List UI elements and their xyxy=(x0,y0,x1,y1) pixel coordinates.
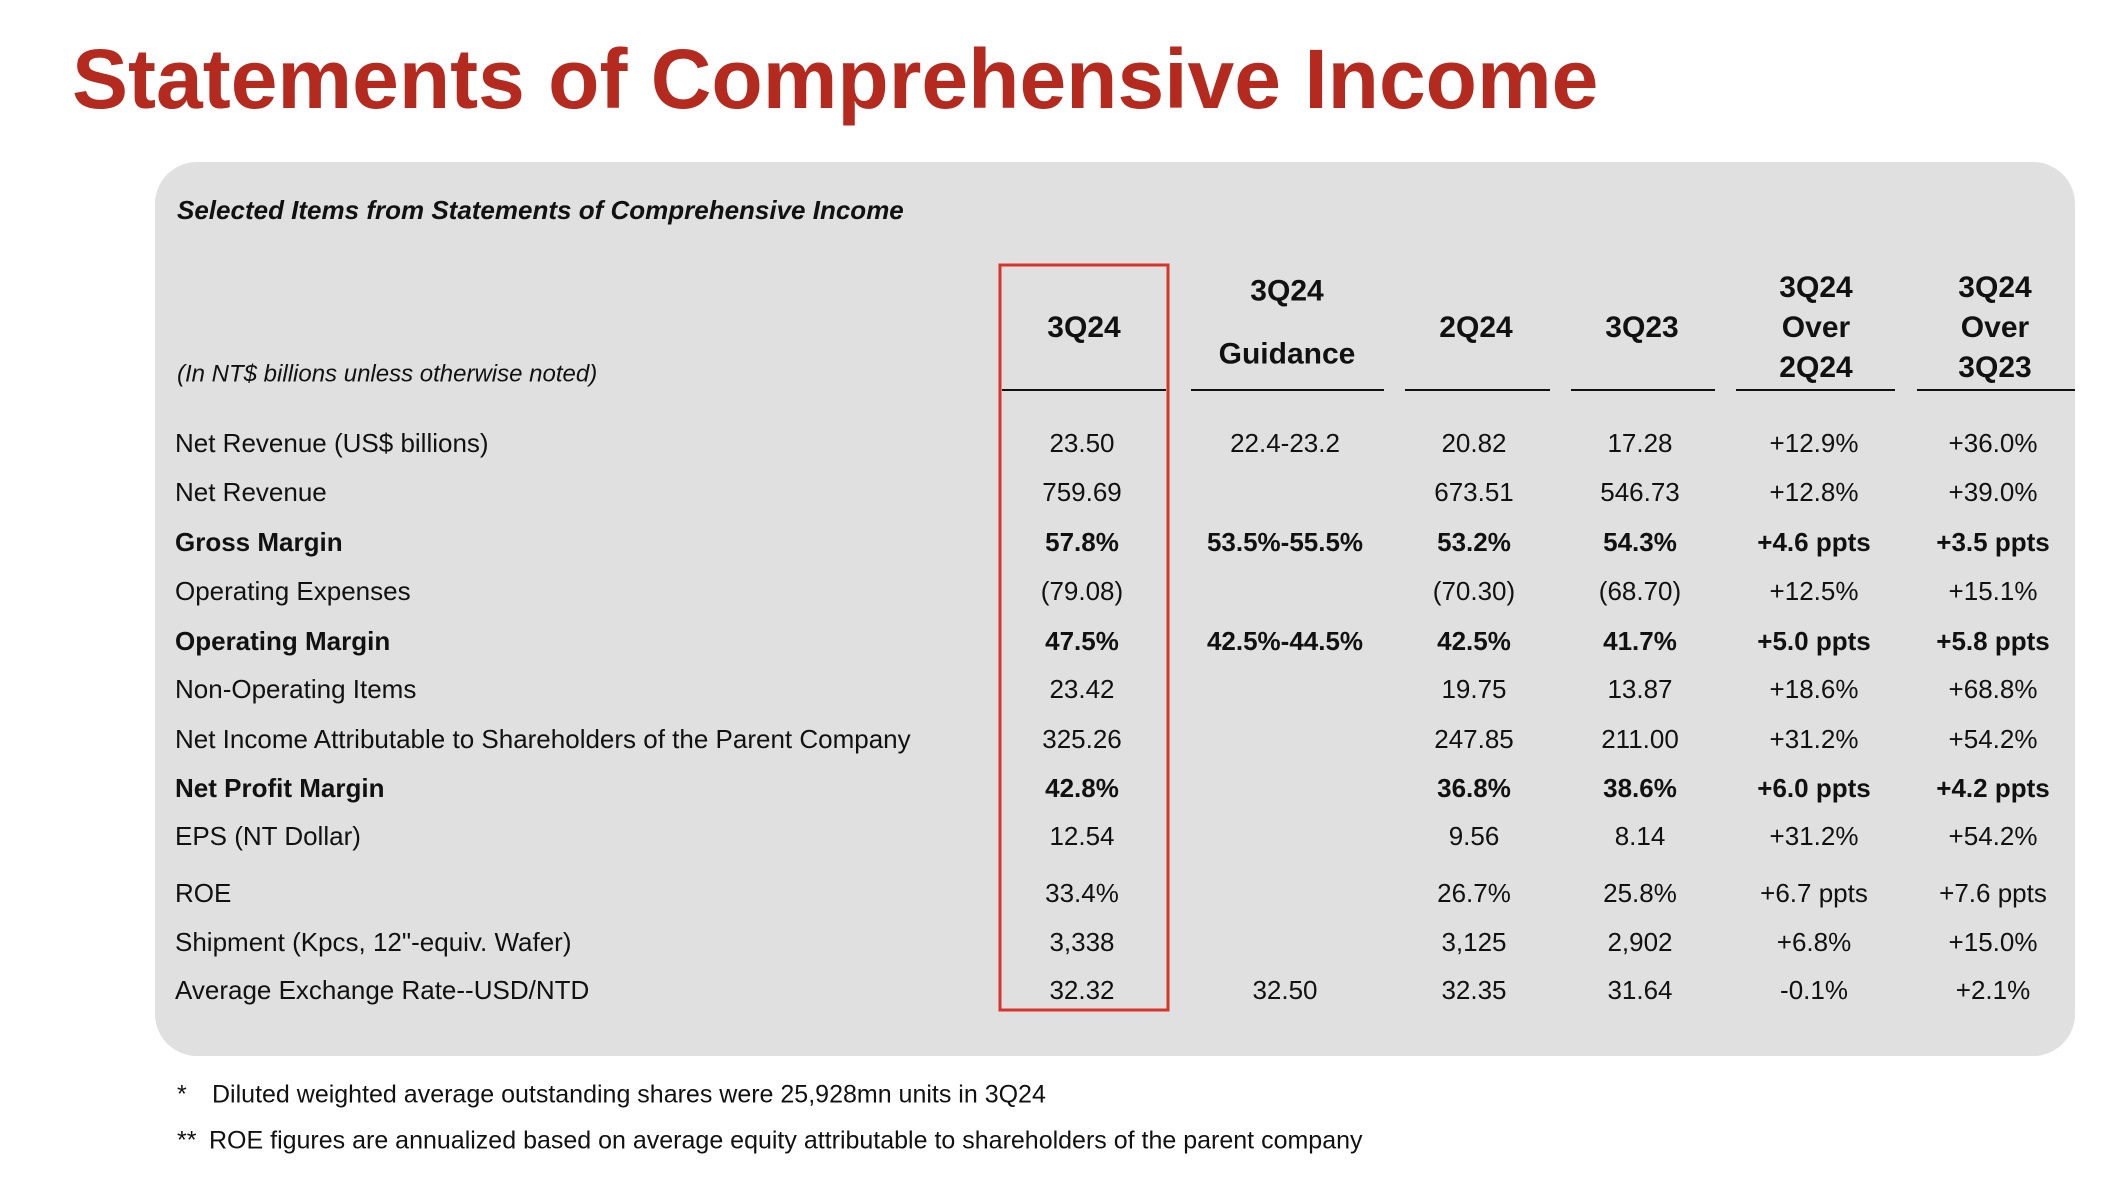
cell: 32.50 xyxy=(1252,975,1317,1005)
cell: +5.8 ppts xyxy=(1936,626,2049,656)
footnote-marker: * xyxy=(177,1081,187,1109)
cell: +18.6% xyxy=(1770,674,1859,704)
cell: 57.8% xyxy=(1045,527,1119,557)
table-panel xyxy=(155,162,2075,1056)
row-label: Operating Expenses xyxy=(175,576,411,606)
cell: +15.1% xyxy=(1949,576,2038,606)
cell: 13.87 xyxy=(1607,674,1672,704)
row-label: Net Profit Margin xyxy=(175,773,384,803)
cell: 247.85 xyxy=(1434,724,1514,754)
cell: +54.2% xyxy=(1949,821,2038,851)
cell: 12.54 xyxy=(1049,821,1114,851)
footnote-text: ROE figures are annualized based on aver… xyxy=(209,1127,1363,1155)
footnote-marker: ** xyxy=(177,1127,197,1155)
cell: (68.70) xyxy=(1599,576,1681,606)
row-label: Operating Margin xyxy=(175,626,390,656)
unit-note: (In NT$ billions unless otherwise noted) xyxy=(177,360,597,387)
row-label: Shipment (Kpcs, 12"-equiv. Wafer) xyxy=(175,927,572,957)
row-label: Net Income Attributable to Shareholders … xyxy=(175,724,911,754)
row-label: Gross Margin xyxy=(175,527,343,557)
cell: 32.35 xyxy=(1441,975,1506,1005)
cell: +15.0% xyxy=(1949,927,2038,957)
cell: +4.6 ppts xyxy=(1757,527,1870,557)
cell: 38.6% xyxy=(1603,773,1677,803)
cell: 19.75 xyxy=(1441,674,1506,704)
cell: 211.00 xyxy=(1601,724,1679,754)
column-header: 3Q23 xyxy=(1605,311,1678,344)
column-header: Guidance xyxy=(1219,337,1356,370)
row-label: Net Revenue xyxy=(175,477,327,507)
column-header: Over xyxy=(1782,311,1851,344)
cell: 26.7% xyxy=(1437,878,1511,908)
column-header: Over xyxy=(1961,311,2030,344)
cell: +6.8% xyxy=(1777,927,1851,957)
cell: 9.56 xyxy=(1449,821,1500,851)
cell: +2.1% xyxy=(1956,975,2030,1005)
row-label: EPS (NT Dollar) xyxy=(175,821,361,851)
cell: 23.50 xyxy=(1049,428,1114,458)
cell: -0.1% xyxy=(1780,975,1848,1005)
cell: 3,125 xyxy=(1441,927,1506,957)
cell: +12.8% xyxy=(1770,477,1859,507)
cell: +6.0 ppts xyxy=(1757,773,1870,803)
cell: +36.0% xyxy=(1949,428,2038,458)
column-header: 3Q23 xyxy=(1958,351,2031,384)
cell: 17.28 xyxy=(1607,428,1672,458)
cell: +6.7 ppts xyxy=(1760,878,1868,908)
cell: 31.64 xyxy=(1607,975,1672,1005)
column-header: 2Q24 xyxy=(1779,351,1853,384)
cell: 53.2% xyxy=(1437,527,1511,557)
cell: +31.2% xyxy=(1770,821,1859,851)
cell: 36.8% xyxy=(1437,773,1511,803)
highlight-box xyxy=(998,263,1170,1012)
cell: +3.5 ppts xyxy=(1936,527,2049,557)
cell: 546.73 xyxy=(1600,477,1680,507)
cell: 22.4-23.2 xyxy=(1230,428,1340,458)
cell: 2,902 xyxy=(1607,927,1672,957)
row-label: Average Exchange Rate--USD/NTD xyxy=(175,975,589,1005)
cell: 42.5% xyxy=(1437,626,1511,656)
column-header: 3Q24 xyxy=(1779,271,1853,304)
cell: +4.2 ppts xyxy=(1936,773,2049,803)
cell: 42.8% xyxy=(1045,773,1119,803)
cell: +12.9% xyxy=(1770,428,1859,458)
column-header: 3Q24 xyxy=(1958,271,2032,304)
column-header: 2Q24 xyxy=(1439,311,1513,344)
cell: +54.2% xyxy=(1949,724,2038,754)
cell: +12.5% xyxy=(1770,576,1859,606)
row-label: Non-Operating Items xyxy=(175,674,416,704)
cell: +31.2% xyxy=(1770,724,1859,754)
cell: (79.08) xyxy=(1041,576,1123,606)
cell: 47.5% xyxy=(1045,626,1119,656)
column-header: 3Q24 xyxy=(1250,274,1324,307)
column-header: 3Q24 xyxy=(1047,311,1121,344)
row-label: Net Revenue (US$ billions) xyxy=(175,428,489,458)
cell: 33.4% xyxy=(1045,878,1119,908)
row-label: ROE xyxy=(175,878,231,908)
cell: 25.8% xyxy=(1603,878,1677,908)
cell: (70.30) xyxy=(1433,576,1515,606)
cell: +7.6 ppts xyxy=(1939,878,2047,908)
cell: 759.69 xyxy=(1042,477,1122,507)
cell: 3,338 xyxy=(1049,927,1114,957)
cell: 325.26 xyxy=(1042,724,1122,754)
cell: 53.5%-55.5% xyxy=(1207,527,1363,557)
cell: 8.14 xyxy=(1615,821,1666,851)
cell: 42.5%-44.5% xyxy=(1207,626,1363,656)
cell: 54.3% xyxy=(1603,527,1677,557)
cell: +5.0 ppts xyxy=(1757,626,1870,656)
cell: 41.7% xyxy=(1603,626,1677,656)
cell: 32.32 xyxy=(1049,975,1114,1005)
cell: +68.8% xyxy=(1949,674,2038,704)
slide-title: Statements of Comprehensive Income xyxy=(72,32,1598,126)
table-caption: Selected Items from Statements of Compre… xyxy=(177,195,904,225)
cell: +39.0% xyxy=(1949,477,2038,507)
cell: 23.42 xyxy=(1049,674,1114,704)
cell: 673.51 xyxy=(1434,477,1514,507)
cell: 20.82 xyxy=(1441,428,1506,458)
footnote-text: Diluted weighted average outstanding sha… xyxy=(212,1081,1046,1109)
